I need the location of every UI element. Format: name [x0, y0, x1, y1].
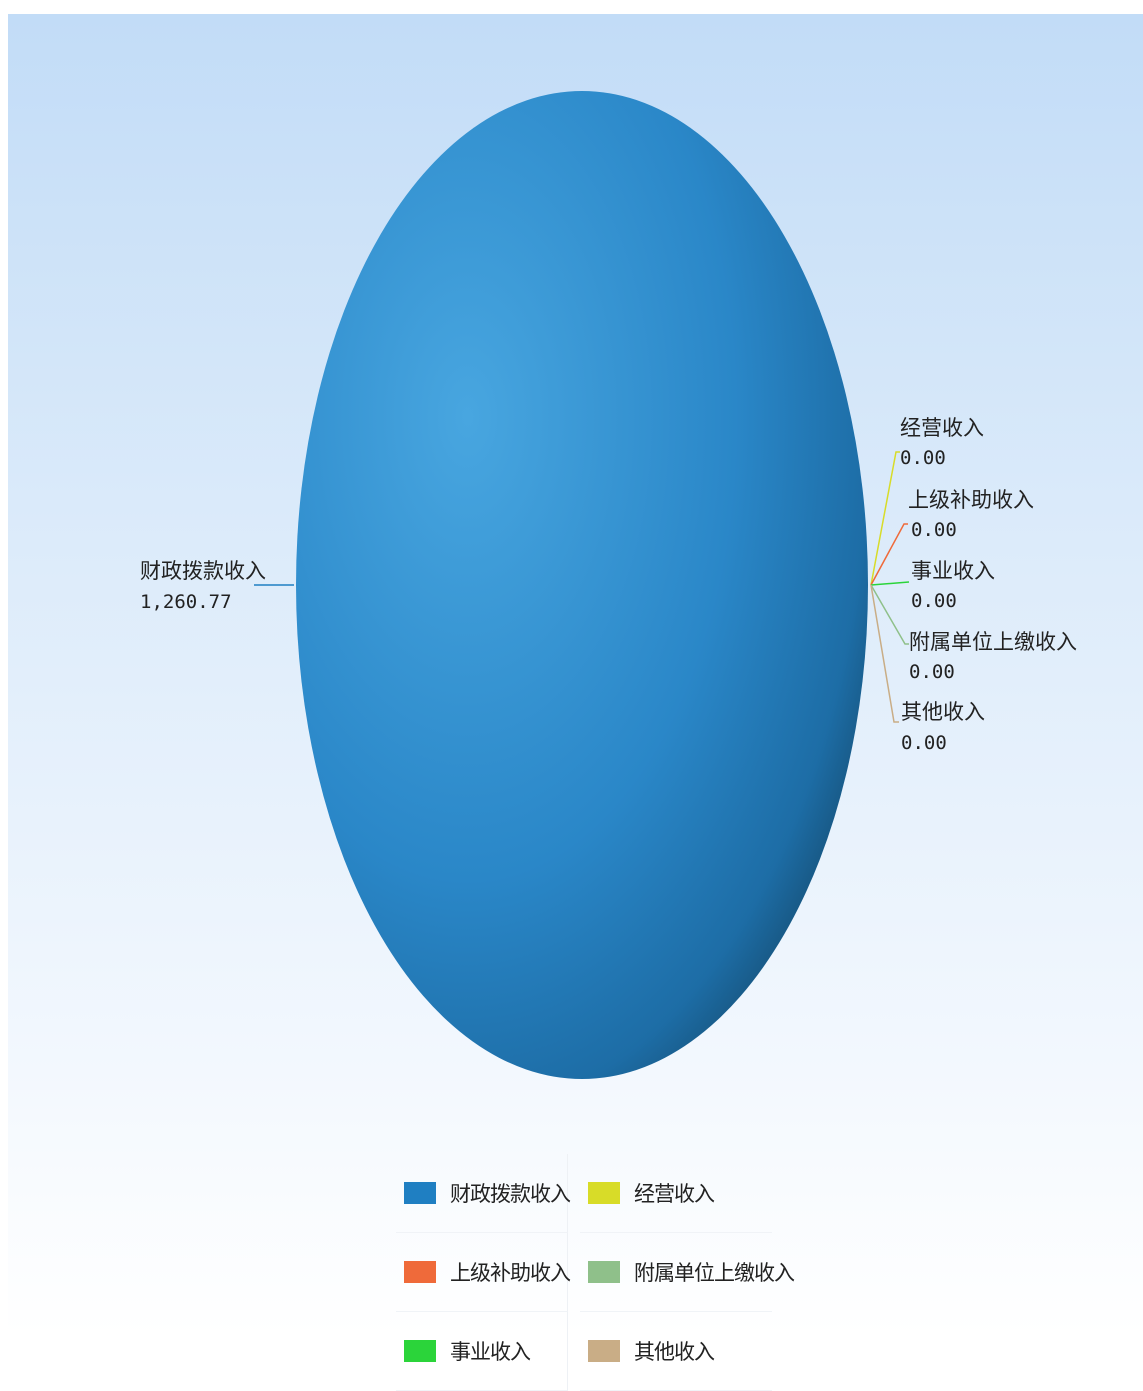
callout-label-3: 上级补助收入	[908, 488, 1034, 512]
callout-label-4: 事业收入	[911, 559, 995, 583]
legend-label: 其他收入	[634, 1340, 715, 1364]
callout-line-5	[870, 584, 909, 645]
pie-slice-1[interactable]	[296, 91, 868, 1079]
callout-line-2	[870, 451, 900, 586]
legend-item[interactable]: 其他收入	[580, 1312, 772, 1391]
callout-line-3	[870, 523, 908, 586]
callout-value-3: 0.00	[911, 519, 957, 541]
legend-item[interactable]: 上级补助收入	[396, 1233, 571, 1312]
callout-line-4	[870, 581, 910, 586]
legend-item[interactable]: 事业收入	[396, 1312, 568, 1391]
callout-label-1: 财政拨款收入	[140, 559, 266, 583]
callout-value-2: 0.00	[900, 447, 946, 469]
legend-label: 经营收入	[634, 1182, 715, 1206]
callout-value-4: 0.00	[911, 590, 957, 612]
legend-swatch	[404, 1261, 436, 1283]
legend-swatch	[588, 1340, 620, 1362]
callout-value-6: 0.00	[901, 732, 947, 754]
callout-label-2: 经营收入	[900, 416, 984, 440]
callout-value-1: 1,260.77	[140, 591, 232, 613]
legend-item[interactable]: 财政拨款收入	[396, 1154, 571, 1233]
callout-label-5: 附属单位上缴收入	[909, 630, 1077, 654]
chart-legend: 财政拨款收入 经营收入上级补助收入 附属单位上缴收入事业收入 其他收入	[396, 1154, 795, 1391]
legend-swatch	[404, 1182, 436, 1204]
legend-item[interactable]: 经营收入	[580, 1154, 772, 1233]
legend-item[interactable]: 附属单位上缴收入	[580, 1233, 795, 1312]
legend-label: 上级补助收入	[450, 1261, 571, 1285]
legend-swatch	[588, 1261, 620, 1283]
legend-label: 事业收入	[450, 1340, 531, 1364]
legend-label: 附属单位上缴收入	[634, 1261, 795, 1285]
callout-label-6: 其他收入	[901, 700, 985, 724]
callout-value-5: 0.00	[909, 661, 955, 683]
callout-line-6	[870, 584, 899, 723]
legend-label: 财政拨款收入	[450, 1182, 571, 1206]
pie-chart: 财政拨款收入 1,260.77 经营收入 0.00 上级补助收入 0.00 事业收入 0.00…	[140, 91, 1077, 1079]
legend-swatch	[404, 1340, 436, 1362]
chart-panel: 财政拨款收入 1,260.77 经营收入 0.00 上级补助收入 0.00 事业收入 0.00…	[8, 14, 1143, 1391]
legend-swatch	[588, 1182, 620, 1204]
